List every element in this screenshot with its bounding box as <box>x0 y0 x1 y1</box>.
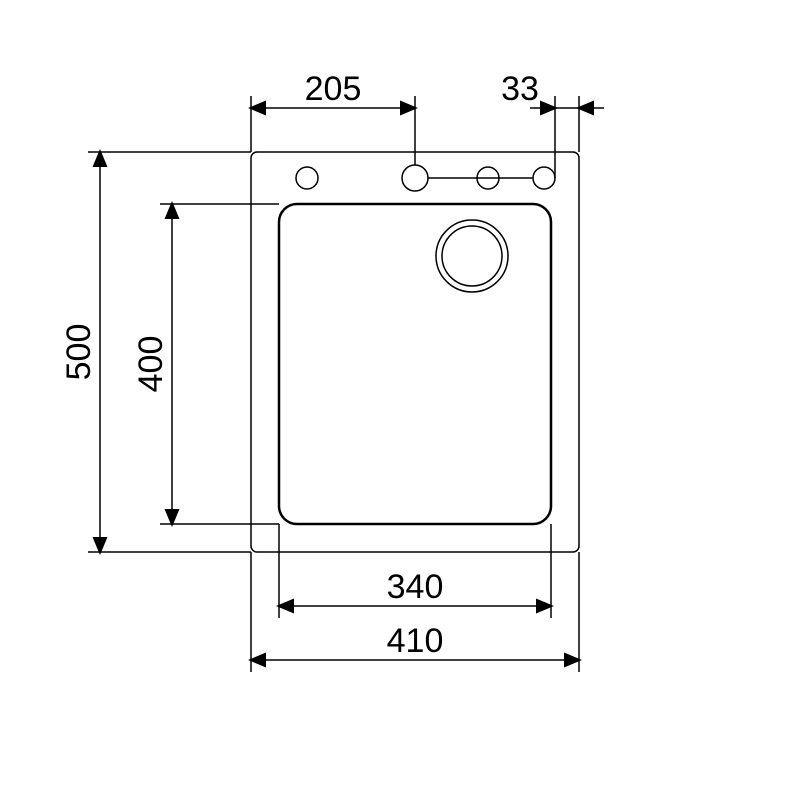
tap-hole-4 <box>533 167 555 189</box>
dim-label-500: 500 <box>60 324 98 381</box>
dim-label-400: 400 <box>132 336 170 393</box>
tap-hole-center <box>402 165 428 191</box>
sink-dimension-drawing: 500 400 410 340 205 33 <box>0 0 800 800</box>
dim-label-410: 410 <box>387 622 444 660</box>
tap-hole-1 <box>296 167 318 189</box>
drain-inner-circle <box>442 226 502 286</box>
sink-basin-rect <box>279 204 551 524</box>
dim-label-33: 33 <box>501 70 539 108</box>
dim-label-340: 340 <box>387 568 444 606</box>
drain-outer-circle <box>436 220 508 292</box>
sink-outer-rect <box>251 152 579 552</box>
dim-label-205: 205 <box>305 70 362 108</box>
